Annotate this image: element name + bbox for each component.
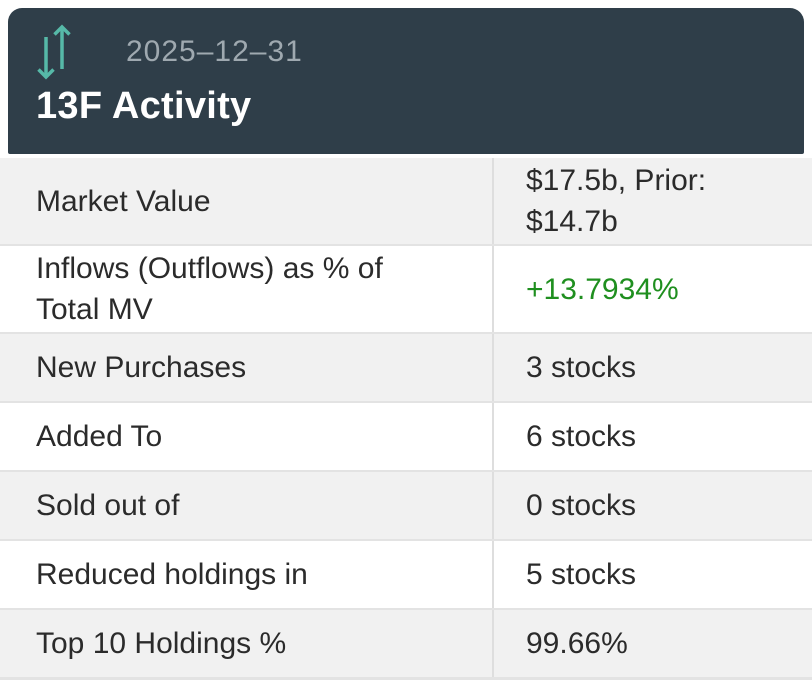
table-row-inflows-outflows: Inflows (Outflows) as % of Total MV +13.… (0, 244, 812, 332)
table-row-added-to: Added To 6 stocks (0, 401, 812, 470)
row-label: Inflows (Outflows) as % of Total MV (36, 252, 383, 326)
row-label: Top 10 Holdings % (36, 627, 287, 660)
table-row-market-value: Market Value $17.5b, Prior: $14.7b (0, 158, 812, 244)
row-value: 6 stocks (492, 403, 812, 470)
row-value: 0 stocks (492, 472, 812, 539)
card-title: 13F Activity (36, 85, 252, 127)
row-value: +13.7934% (492, 246, 812, 332)
card-header: 2025–12–31 13F Activity (8, 8, 804, 154)
row-label: Added To (36, 420, 163, 453)
13f-activity-card: 2025–12–31 13F Activity Market Value $17… (0, 8, 812, 680)
row-label: Market Value (36, 184, 211, 218)
activity-table: Market Value $17.5b, Prior: $14.7b Inflo… (0, 158, 812, 680)
row-value: $17.5b, Prior: $14.7b (492, 158, 812, 244)
row-label: Sold out of (36, 489, 180, 522)
table-row-sold-out-of: Sold out of 0 stocks (0, 470, 812, 539)
row-value: 99.66% (492, 610, 812, 677)
row-label: New Purchases (36, 351, 247, 384)
table-row-new-purchases: New Purchases 3 stocks (0, 332, 812, 401)
row-value: 5 stocks (492, 541, 812, 608)
row-value: 3 stocks (492, 334, 812, 401)
table-row-reduced-holdings: Reduced holdings in 5 stocks (0, 539, 812, 608)
report-date: 2025–12–31 (126, 35, 303, 68)
header-top-row: 2025–12–31 (36, 23, 784, 81)
table-row-top-10-holdings: Top 10 Holdings % 99.66% (0, 608, 812, 677)
swap-vertical-arrows-icon (36, 24, 72, 80)
row-label: Reduced holdings in (36, 558, 308, 591)
